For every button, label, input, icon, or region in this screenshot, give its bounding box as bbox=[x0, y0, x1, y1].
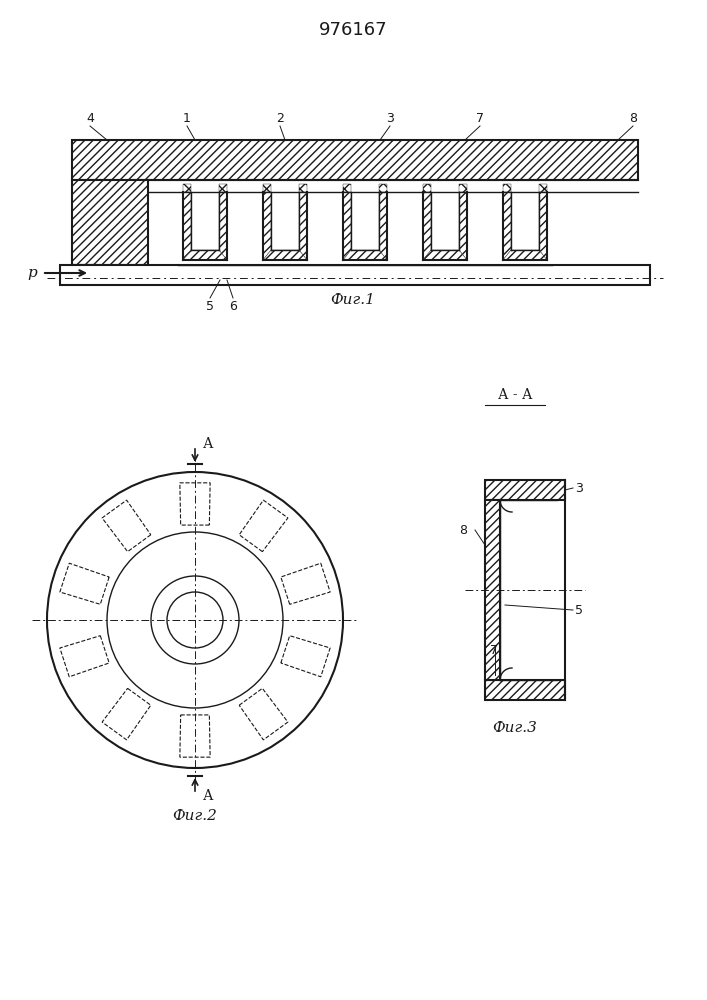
Polygon shape bbox=[423, 184, 431, 192]
Text: А: А bbox=[203, 789, 214, 803]
Polygon shape bbox=[60, 265, 650, 285]
Text: А - А: А - А bbox=[498, 388, 532, 402]
Polygon shape bbox=[343, 192, 351, 260]
Text: 4: 4 bbox=[86, 112, 94, 125]
Text: 7: 7 bbox=[490, 644, 498, 656]
Text: 5: 5 bbox=[575, 603, 583, 616]
Text: 976167: 976167 bbox=[319, 21, 387, 39]
Polygon shape bbox=[539, 192, 547, 260]
Text: Фиг.2: Фиг.2 bbox=[173, 809, 218, 823]
Polygon shape bbox=[219, 184, 227, 192]
Polygon shape bbox=[379, 184, 387, 192]
Polygon shape bbox=[343, 184, 351, 192]
Polygon shape bbox=[485, 480, 565, 500]
Polygon shape bbox=[459, 192, 467, 260]
Text: 2: 2 bbox=[276, 112, 284, 125]
Polygon shape bbox=[299, 192, 307, 260]
Polygon shape bbox=[183, 250, 227, 260]
Polygon shape bbox=[343, 250, 387, 260]
Polygon shape bbox=[539, 184, 547, 192]
Text: 8: 8 bbox=[629, 112, 637, 125]
Text: А: А bbox=[203, 437, 214, 451]
Polygon shape bbox=[183, 192, 191, 260]
Text: Фиг.1: Фиг.1 bbox=[331, 293, 375, 307]
Polygon shape bbox=[423, 250, 467, 260]
Polygon shape bbox=[263, 192, 271, 260]
Polygon shape bbox=[485, 500, 500, 680]
Polygon shape bbox=[459, 184, 467, 192]
Polygon shape bbox=[219, 192, 227, 260]
Polygon shape bbox=[263, 250, 307, 260]
Polygon shape bbox=[183, 184, 191, 192]
Text: 7: 7 bbox=[476, 112, 484, 125]
Polygon shape bbox=[503, 184, 511, 192]
Text: p: p bbox=[28, 266, 37, 280]
Polygon shape bbox=[72, 140, 638, 180]
Polygon shape bbox=[503, 192, 511, 260]
Polygon shape bbox=[485, 680, 565, 700]
Text: 6: 6 bbox=[229, 300, 237, 313]
Text: Фиг.3: Фиг.3 bbox=[493, 721, 537, 735]
Text: 8: 8 bbox=[459, 524, 467, 536]
Text: 3: 3 bbox=[386, 112, 394, 125]
Polygon shape bbox=[72, 180, 148, 265]
Polygon shape bbox=[379, 192, 387, 260]
Polygon shape bbox=[263, 184, 271, 192]
Polygon shape bbox=[72, 265, 97, 283]
Polygon shape bbox=[423, 192, 431, 260]
Polygon shape bbox=[503, 250, 547, 260]
Text: 5: 5 bbox=[206, 300, 214, 313]
Text: 3: 3 bbox=[575, 482, 583, 494]
Polygon shape bbox=[299, 184, 307, 192]
Text: 1: 1 bbox=[183, 112, 191, 125]
